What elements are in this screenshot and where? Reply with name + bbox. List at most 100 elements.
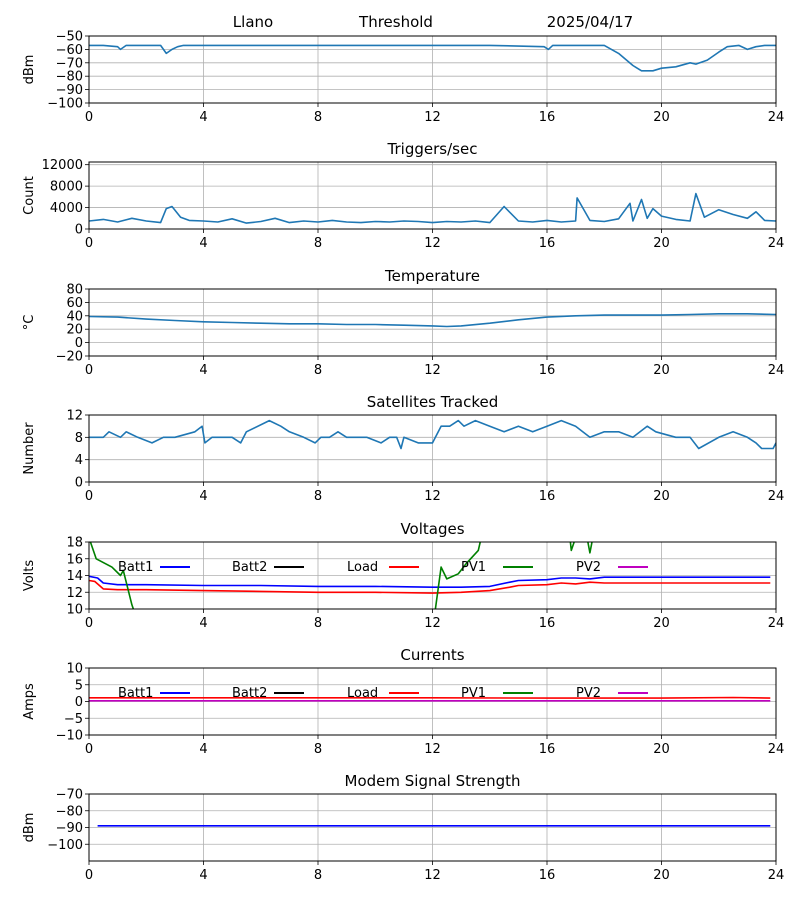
x-tick-label: 4 bbox=[199, 742, 207, 757]
x-tick-label: 24 bbox=[768, 489, 785, 504]
y-tick-label: 12 bbox=[66, 409, 83, 424]
x-tick-label: 16 bbox=[539, 868, 556, 883]
legend-label: PV2 bbox=[576, 560, 601, 575]
chart-satellites: 0 4 8 12 16 20 24 0 4 8 12 Satellites Tracked Number bbox=[22, 393, 784, 504]
series-line-load bbox=[89, 696, 771, 699]
plot-frame bbox=[88, 667, 777, 736]
series-line bbox=[89, 419, 776, 450]
x-tick-label: 4 bbox=[199, 363, 207, 378]
x-tick-label: 8 bbox=[314, 489, 322, 504]
series-line bbox=[89, 44, 776, 72]
y-tick-label: −60 bbox=[56, 43, 83, 58]
legend-label: Batt1 bbox=[118, 686, 153, 701]
y-tick-label: 12 bbox=[66, 586, 83, 601]
y-axis-label: Count bbox=[22, 176, 37, 215]
x-tick-label: 20 bbox=[653, 868, 670, 883]
x-tick-label: 8 bbox=[314, 616, 322, 631]
chart-threshold: 0 4 8 12 16 20 24 −100−90−80−70−60−50 dBm bbox=[22, 30, 784, 126]
x-tick-label: 4 bbox=[199, 236, 207, 251]
series-line bbox=[89, 312, 776, 328]
y-tick-label: 10 bbox=[66, 603, 83, 618]
y-tick-label: −10 bbox=[56, 729, 83, 744]
legend-label: Load bbox=[347, 686, 378, 701]
chart-title: Temperature bbox=[384, 267, 480, 285]
y-tick-label: −90 bbox=[56, 821, 83, 836]
x-tick-label: 24 bbox=[768, 742, 785, 757]
y-tick-label: −80 bbox=[56, 70, 83, 85]
chart-title: Voltages bbox=[400, 520, 464, 538]
x-tick-label: 4 bbox=[199, 616, 207, 631]
chart-title: Modem Signal Strength bbox=[345, 772, 521, 790]
chart-triggers: 0 4 8 12 16 20 24 0 4000 8000 12000 Triggers/sec Cou… bbox=[22, 140, 784, 251]
legend-label: PV1 bbox=[461, 686, 486, 701]
header-date: 2025/04/17 bbox=[547, 13, 633, 31]
y-tick-label: 12000 bbox=[42, 158, 83, 173]
y-tick-label: −50 bbox=[56, 30, 83, 45]
y-tick-label: −100 bbox=[47, 838, 83, 853]
x-tick-label: 12 bbox=[424, 363, 441, 378]
y-tick-label: −5 bbox=[64, 712, 83, 727]
chart-title: Satellites Tracked bbox=[367, 393, 498, 411]
y-tick-label: 0 bbox=[75, 476, 83, 491]
plot-frame bbox=[88, 288, 777, 357]
y-tick-label: 8 bbox=[75, 431, 83, 446]
x-tick-label: 20 bbox=[653, 363, 670, 378]
y-tick-label: 14 bbox=[66, 569, 83, 584]
legend-label: Batt1 bbox=[118, 560, 153, 575]
x-tick-label: 16 bbox=[539, 110, 556, 125]
x-tick-label: 16 bbox=[539, 489, 556, 504]
series-line-pv1 bbox=[89, 542, 593, 609]
x-tick-label: 0 bbox=[85, 489, 93, 504]
x-tick-label: 4 bbox=[199, 868, 207, 883]
x-tick-label: 16 bbox=[539, 236, 556, 251]
y-tick-label: 4000 bbox=[50, 201, 83, 216]
y-axis-label: Amps bbox=[22, 683, 37, 720]
x-tick-label: 12 bbox=[424, 616, 441, 631]
plot-frame bbox=[88, 541, 777, 610]
x-tick-label: 4 bbox=[199, 110, 207, 125]
chart-title: Currents bbox=[400, 646, 464, 664]
plot-frame bbox=[88, 35, 777, 104]
y-tick-label: −90 bbox=[56, 83, 83, 98]
x-tick-label: 16 bbox=[539, 363, 556, 378]
x-tick-label: 24 bbox=[768, 110, 785, 125]
x-tick-label: 8 bbox=[314, 742, 322, 757]
x-tick-label: 16 bbox=[539, 616, 556, 631]
x-tick-label: 24 bbox=[768, 616, 785, 631]
x-tick-label: 12 bbox=[424, 489, 441, 504]
x-tick-label: 16 bbox=[539, 742, 556, 757]
x-tick-label: 8 bbox=[314, 363, 322, 378]
y-tick-label: 10 bbox=[66, 662, 83, 677]
y-tick-label: −80 bbox=[56, 804, 83, 819]
y-axis-label: dBm bbox=[22, 813, 37, 843]
y-tick-label: 4 bbox=[75, 453, 83, 468]
x-tick-label: 12 bbox=[424, 742, 441, 757]
y-tick-label: 18 bbox=[66, 536, 83, 551]
header-mode: Threshold bbox=[358, 13, 433, 31]
y-axis-label: Volts bbox=[22, 560, 37, 592]
y-axis-label: Number bbox=[22, 422, 37, 475]
y-tick-label: 80 bbox=[66, 283, 83, 298]
x-tick-label: 0 bbox=[85, 363, 93, 378]
y-axis-label: °C bbox=[22, 315, 37, 331]
y-tick-label: 20 bbox=[66, 323, 83, 338]
plot-frame bbox=[88, 414, 777, 483]
series-line-batt1 bbox=[89, 575, 771, 589]
x-tick-label: 0 bbox=[85, 236, 93, 251]
x-tick-label: 8 bbox=[314, 236, 322, 251]
plot-frame bbox=[88, 161, 777, 230]
x-tick-label: 8 bbox=[314, 868, 322, 883]
x-tick-label: 0 bbox=[85, 616, 93, 631]
x-tick-label: 4 bbox=[199, 489, 207, 504]
y-tick-label: −100 bbox=[47, 97, 83, 112]
y-tick-label: −70 bbox=[56, 56, 83, 71]
x-tick-label: 12 bbox=[424, 868, 441, 883]
series-line-load bbox=[89, 579, 771, 594]
x-tick-label: 12 bbox=[424, 236, 441, 251]
x-tick-label: 20 bbox=[653, 489, 670, 504]
